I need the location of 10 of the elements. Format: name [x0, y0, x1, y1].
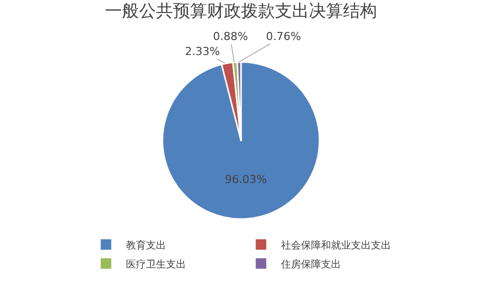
legend-label: 住房保障支出: [281, 258, 341, 270]
data-label: 2.33%: [185, 45, 220, 58]
legend-label: 医疗卫生支出: [126, 258, 186, 270]
data-label: 0.88%: [213, 30, 248, 43]
legend-label: 教育支出: [126, 239, 166, 252]
data-label: 0.76%: [266, 30, 301, 43]
legend-label: 社会保障和就业支出支出: [281, 239, 391, 252]
chart-title: 一般公共预算财政拨款支出决算结构: [105, 1, 377, 22]
data-label: 96.03%: [224, 172, 267, 186]
pie-slice: [162, 61, 320, 220]
